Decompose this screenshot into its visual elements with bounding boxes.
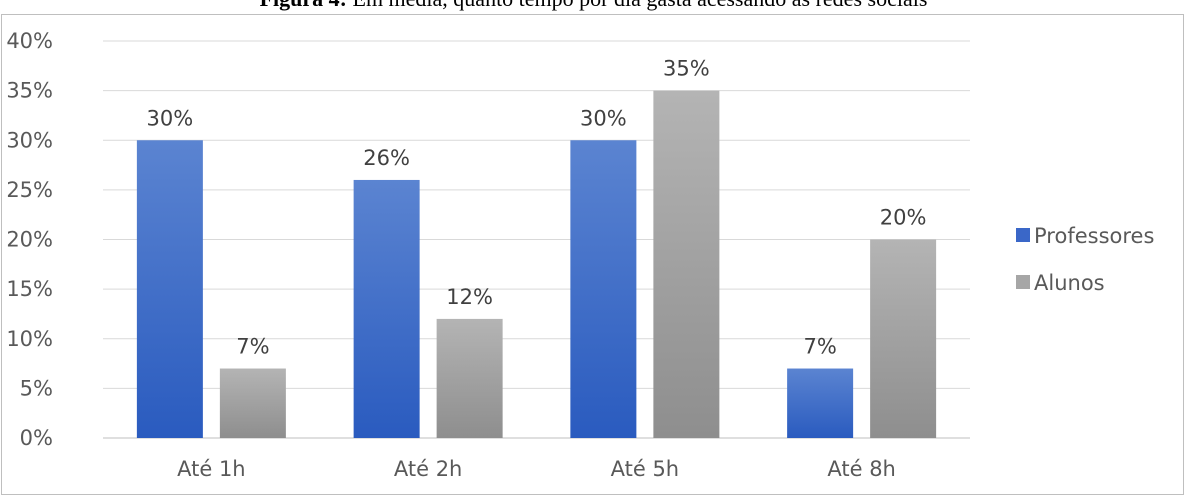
- y-tick-label: 20%: [6, 228, 53, 252]
- data-label: 30%: [147, 106, 194, 130]
- data-labels: 30% 7% 26% 12% 30% 35% 7% 20%: [147, 57, 927, 359]
- bars: [136, 90, 937, 438]
- legend-label-alunos: Alunos: [1034, 271, 1105, 295]
- legend: Professores Alunos: [1016, 224, 1154, 295]
- y-tick-label: 25%: [6, 178, 53, 202]
- legend-swatch-alunos: [1016, 275, 1030, 289]
- figure-caption: Figura 4: Em média, quanto tempo por dia…: [0, 0, 1187, 12]
- x-tick-label: Até 5h: [611, 457, 680, 481]
- data-label: 7%: [236, 335, 269, 359]
- x-tick-label: Até 1h: [177, 457, 246, 481]
- y-tick-label: 35%: [6, 79, 53, 103]
- x-tick-label: Até 2h: [394, 457, 463, 481]
- x-axis-ticks: Até 1h Até 2h Até 5h Até 8h: [177, 457, 896, 481]
- data-label: 20%: [880, 206, 927, 230]
- y-tick-label: 10%: [6, 327, 53, 351]
- legend-label-professores: Professores: [1034, 224, 1154, 248]
- bar-alunos: [219, 368, 286, 438]
- legend-swatch-professores: [1016, 228, 1030, 242]
- bar-professores: [353, 179, 420, 438]
- bar-alunos: [870, 239, 937, 438]
- x-tick-label: Até 8h: [827, 457, 896, 481]
- y-tick-label: 0%: [20, 426, 53, 450]
- bar-professores: [136, 140, 203, 438]
- bar-alunos: [436, 318, 503, 438]
- data-label: 7%: [803, 335, 836, 359]
- y-tick-label: 5%: [20, 376, 53, 400]
- bar-alunos: [653, 90, 720, 438]
- caption-text: Em média, quanto tempo por dia gasta ace…: [347, 0, 928, 11]
- data-label: 26%: [363, 146, 410, 170]
- bar-professores: [787, 368, 854, 438]
- caption-label: Figura 4:: [260, 0, 347, 11]
- y-tick-label: 30%: [6, 128, 53, 152]
- y-tick-label: 40%: [6, 29, 53, 53]
- bar-professores: [570, 140, 637, 438]
- data-label: 30%: [580, 106, 627, 130]
- data-label: 12%: [446, 285, 493, 309]
- data-label: 35%: [663, 57, 710, 81]
- y-tick-label: 15%: [6, 277, 53, 301]
- y-axis-ticks: 0% 5% 10% 15% 20% 25% 30% 35% 40%: [6, 29, 53, 450]
